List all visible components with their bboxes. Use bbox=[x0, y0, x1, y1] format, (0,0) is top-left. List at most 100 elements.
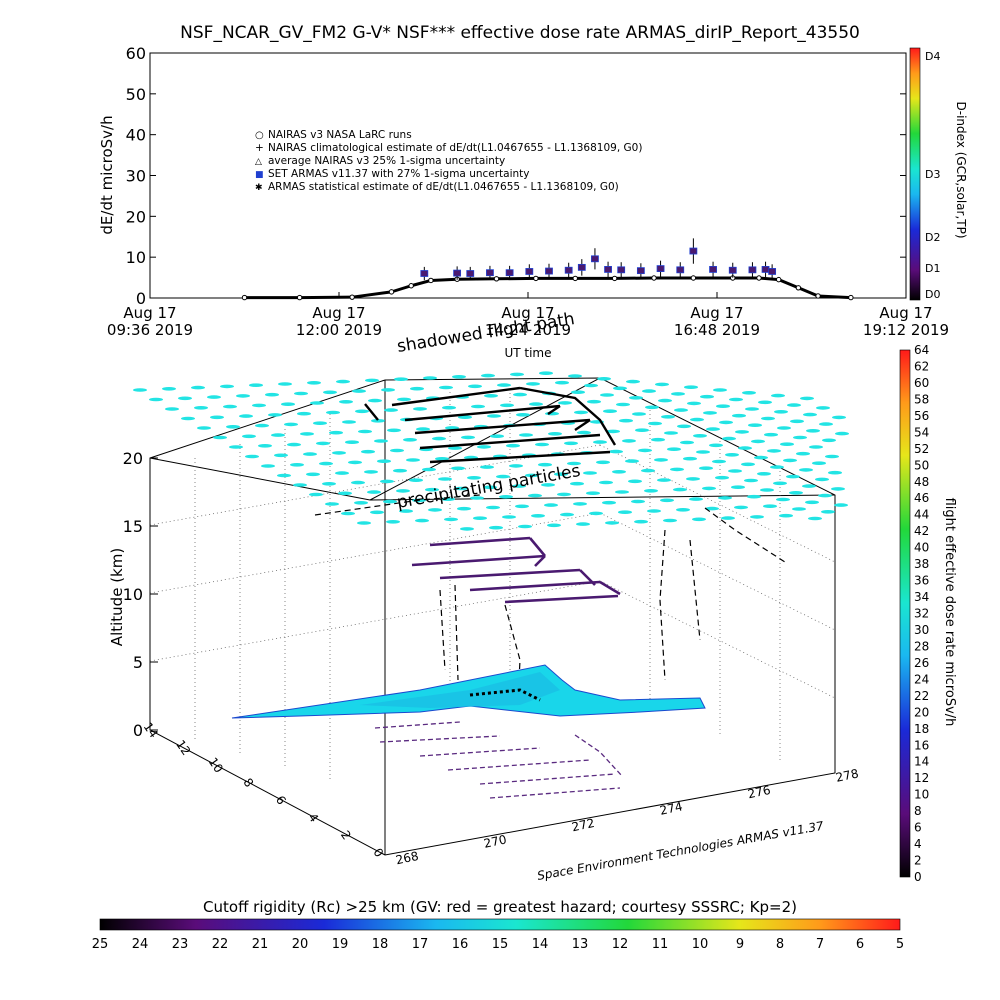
top-y-axis: 0 10 20 30 40 50 60 bbox=[126, 44, 906, 308]
rigidity-cell bbox=[309, 492, 323, 497]
rigidity-cell bbox=[658, 398, 672, 403]
rigidity-cell bbox=[731, 485, 745, 490]
rigidity-cell bbox=[593, 440, 607, 444]
d-index-ticks: D4 D3 D2 D1 D0 bbox=[925, 50, 940, 301]
rigidity-cell bbox=[641, 468, 655, 473]
rigidity-cell bbox=[544, 503, 558, 507]
rigidity-cell bbox=[422, 467, 436, 472]
rigidity-cell bbox=[790, 419, 804, 424]
rigidity-cell bbox=[568, 374, 582, 378]
cutoff-tick-label: 6 bbox=[856, 937, 864, 952]
top-x-tick-label-date: Aug 17 bbox=[123, 304, 176, 322]
rigidity-cell bbox=[745, 407, 759, 411]
rigidity-cell bbox=[770, 465, 784, 469]
latitude-tick-label: 4 bbox=[305, 811, 321, 825]
rigidity-cell bbox=[815, 477, 829, 482]
rigidity-cell bbox=[480, 465, 494, 469]
rigidity-cell bbox=[471, 404, 485, 409]
altitude-tick-label: 15 bbox=[123, 517, 143, 536]
latitude-tick-label: 8 bbox=[240, 776, 256, 790]
nairas-climatology-segment bbox=[391, 284, 412, 294]
rigidity-cell bbox=[628, 479, 642, 484]
rigidity-cell bbox=[818, 493, 832, 498]
rigidity-cell bbox=[487, 414, 501, 418]
rigidity-cell bbox=[348, 460, 362, 465]
rigidity-cell bbox=[606, 429, 620, 434]
rigidity-cell bbox=[245, 454, 259, 459]
rigidity-cell bbox=[220, 384, 234, 389]
rigidity-cell bbox=[307, 381, 321, 385]
rigidity-cell bbox=[252, 403, 266, 408]
rigidity-cell bbox=[300, 432, 314, 436]
rigidity-cell bbox=[329, 430, 343, 435]
rigidity-cell bbox=[390, 448, 404, 453]
nairas-climatology-segment bbox=[817, 294, 851, 300]
armas-point bbox=[564, 266, 573, 274]
rigidity-cell bbox=[223, 404, 237, 409]
rigidity-cell bbox=[197, 426, 211, 430]
cutoff-tick-label: 8 bbox=[776, 937, 784, 952]
rigidity-cell bbox=[481, 373, 495, 378]
rigidity-cell bbox=[777, 426, 791, 430]
rigidity-cell bbox=[602, 500, 616, 505]
rigidity-cell bbox=[293, 483, 307, 487]
rigidity-cell bbox=[673, 487, 687, 492]
top-y-tick-label: 60 bbox=[126, 44, 146, 63]
rigidity-cell bbox=[651, 437, 665, 442]
rigidity-cell bbox=[513, 392, 527, 397]
longitude-tick-label: 270 bbox=[483, 832, 508, 850]
nairas-point bbox=[349, 294, 355, 300]
rigidity-cell bbox=[486, 505, 500, 510]
rigidity-cell bbox=[365, 378, 379, 383]
legend-item-armas: SET ARMAS v11.37 with 27% 1-sigma uncert… bbox=[268, 168, 530, 180]
rigidity-cell bbox=[277, 473, 291, 478]
dose-rate-tick-label: 50 bbox=[914, 458, 929, 472]
longitude-tick-label: 272 bbox=[571, 816, 596, 834]
altitude-axis: 0 5 10 15 20 bbox=[123, 449, 158, 740]
dose-rate-tick-label: 46 bbox=[914, 491, 929, 505]
rigidity-cell bbox=[457, 506, 471, 511]
rigidity-cell bbox=[149, 397, 163, 402]
altitude-tick-label: 5 bbox=[133, 653, 143, 672]
rigidity-cell bbox=[655, 382, 669, 387]
rigidity-cell bbox=[597, 377, 611, 381]
nairas-point bbox=[296, 294, 303, 301]
cutoff-tick-label: 9 bbox=[736, 937, 744, 952]
cutoff-tick-label: 15 bbox=[492, 937, 509, 952]
rigidity-cell bbox=[377, 459, 391, 464]
dose-rate-tick-label: 18 bbox=[914, 722, 929, 736]
rigidity-cell bbox=[732, 413, 746, 418]
rigidity-cell bbox=[750, 515, 764, 519]
nairas-point bbox=[815, 293, 821, 299]
rigidity-cell bbox=[460, 527, 474, 531]
rigidity-cell bbox=[281, 402, 295, 407]
armas-point bbox=[604, 266, 612, 273]
rigidity-cell bbox=[526, 382, 540, 386]
rigidity-cell bbox=[268, 413, 282, 417]
rigidity-cell bbox=[489, 525, 503, 530]
rigidity-cell bbox=[303, 452, 317, 456]
nairas-climatology-segment bbox=[778, 278, 799, 290]
cutoff-tick-label: 21 bbox=[252, 937, 269, 952]
rigidity-cell bbox=[515, 504, 529, 509]
rigidity-cell bbox=[661, 415, 675, 419]
dose-rate-tick-label: 62 bbox=[914, 359, 929, 373]
rigidity-cell bbox=[825, 454, 839, 459]
rigidity-cell bbox=[528, 493, 542, 498]
cutoff-tick-label: 10 bbox=[692, 937, 709, 952]
armas-point bbox=[768, 268, 777, 275]
rigidity-cell bbox=[586, 491, 600, 496]
dose-rate-tick-label: 2 bbox=[914, 854, 922, 868]
rigidity-cell bbox=[779, 513, 793, 518]
rigidity-cell bbox=[738, 446, 752, 450]
rigidity-cell bbox=[310, 401, 324, 405]
ground-cyan-region bbox=[231, 664, 706, 719]
nairas-point bbox=[533, 275, 539, 282]
rigidity-cell bbox=[589, 511, 603, 516]
rigidity-cell bbox=[165, 407, 179, 411]
rigidity-cell bbox=[178, 396, 192, 401]
nairas-point bbox=[690, 275, 697, 281]
rigidity-cell bbox=[290, 463, 304, 467]
rigidity-cell bbox=[380, 479, 394, 484]
armas-point bbox=[525, 268, 534, 275]
